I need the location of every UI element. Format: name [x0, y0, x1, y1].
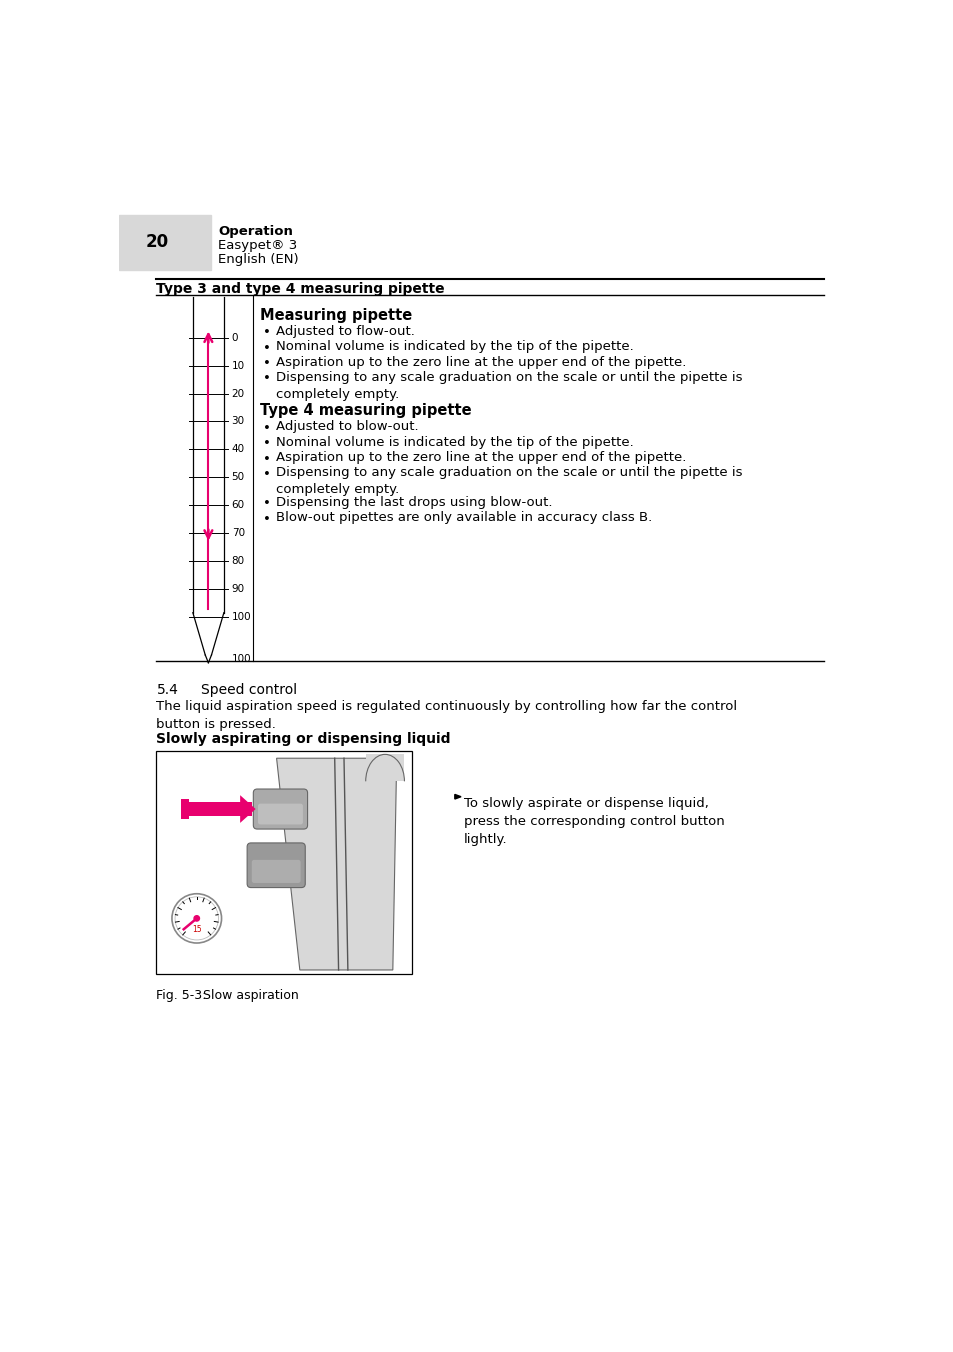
Polygon shape [240, 795, 255, 823]
Text: 50: 50 [232, 472, 245, 483]
Text: Aspiration up to the zero line at the upper end of the pipette.: Aspiration up to the zero line at the up… [275, 356, 685, 369]
Text: 40: 40 [232, 445, 245, 454]
Text: •: • [262, 453, 271, 465]
Text: 10: 10 [232, 361, 245, 370]
Text: 30: 30 [232, 416, 245, 426]
Text: •: • [262, 512, 271, 526]
Text: Aspiration up to the zero line at the upper end of the pipette.: Aspiration up to the zero line at the up… [275, 452, 685, 464]
FancyBboxPatch shape [247, 842, 305, 887]
Bar [189, 802, 252, 817]
FancyBboxPatch shape [257, 803, 303, 825]
Text: The liquid aspiration speed is regulated continuously by controlling how far the: The liquid aspiration speed is regulated… [156, 700, 737, 730]
Polygon shape [365, 754, 404, 781]
Text: Operation: Operation [218, 226, 293, 238]
Text: 80: 80 [232, 556, 245, 565]
Bar [181, 799, 189, 819]
Text: English (EN): English (EN) [218, 253, 298, 266]
Text: Easypet® 3: Easypet® 3 [218, 239, 297, 253]
Text: To slowly aspirate or dispense liquid,
press the corresponding control button
li: To slowly aspirate or dispense liquid, p… [464, 796, 724, 846]
Text: 100: 100 [232, 611, 251, 622]
Text: 100: 100 [232, 654, 251, 664]
Polygon shape [455, 795, 460, 799]
Text: 60: 60 [232, 500, 245, 510]
Text: Speed control: Speed control [201, 683, 297, 696]
Text: Blow-out pipettes are only available in accuracy class B.: Blow-out pipettes are only available in … [275, 511, 651, 525]
Circle shape [172, 894, 221, 944]
Text: Dispensing to any scale graduation on the scale or until the pipette is
complete: Dispensing to any scale graduation on th… [275, 370, 741, 402]
Text: Dispensing to any scale graduation on the scale or until the pipette is
complete: Dispensing to any scale graduation on th… [275, 466, 741, 496]
Text: Type 3 and type 4 measuring pipette: Type 3 and type 4 measuring pipette [156, 281, 445, 296]
Text: •: • [262, 422, 271, 435]
Text: •: • [262, 468, 271, 481]
Text: 0: 0 [232, 333, 238, 343]
Text: 20: 20 [146, 234, 169, 251]
Text: Fig. 5-3:: Fig. 5-3: [156, 990, 207, 1002]
Bar [119, 215, 211, 270]
Circle shape [174, 896, 218, 940]
Text: Slowly aspirating or dispensing liquid: Slowly aspirating or dispensing liquid [156, 731, 451, 746]
Text: Dispensing the last drops using blow-out.: Dispensing the last drops using blow-out… [275, 496, 552, 508]
Polygon shape [276, 758, 396, 969]
Text: 5.4: 5.4 [156, 683, 178, 696]
Text: 90: 90 [232, 584, 245, 594]
Text: •: • [262, 372, 271, 385]
Text: •: • [262, 437, 271, 450]
Text: Type 4 measuring pipette: Type 4 measuring pipette [260, 403, 472, 418]
Text: Adjusted to blow-out.: Adjusted to blow-out. [275, 420, 418, 433]
Text: Slow aspiration: Slow aspiration [203, 990, 298, 1002]
Text: Nominal volume is indicated by the tip of the pipette.: Nominal volume is indicated by the tip o… [275, 435, 633, 449]
Text: Nominal volume is indicated by the tip of the pipette.: Nominal volume is indicated by the tip o… [275, 341, 633, 353]
Text: 70: 70 [232, 527, 245, 538]
Text: Adjusted to flow-out.: Adjusted to flow-out. [275, 324, 415, 338]
Text: 15: 15 [192, 925, 201, 934]
FancyBboxPatch shape [253, 790, 307, 829]
Text: •: • [262, 357, 271, 370]
Text: 20: 20 [232, 388, 245, 399]
Text: •: • [262, 342, 271, 354]
Bar [156, 750, 412, 973]
Text: Measuring pipette: Measuring pipette [260, 308, 412, 323]
Text: •: • [262, 326, 271, 339]
Text: •: • [262, 498, 271, 510]
FancyBboxPatch shape [252, 860, 300, 883]
Circle shape [193, 915, 199, 921]
